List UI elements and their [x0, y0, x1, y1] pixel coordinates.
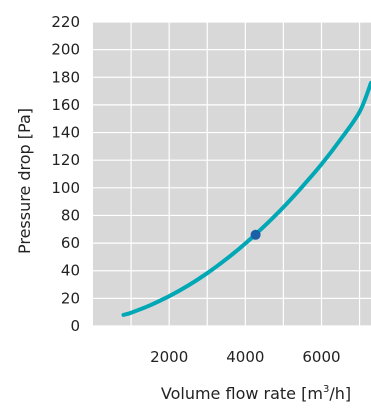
x-axis-label-main: Volume flow rate [m [161, 384, 323, 403]
operating-point-marker [251, 230, 261, 240]
y-axis-label: Pressure drop [Pa] [15, 108, 34, 254]
y-tick-label-9: 180 [51, 68, 80, 86]
y-tick-label-4: 80 [61, 206, 80, 224]
y-tick-label-8: 160 [51, 96, 80, 114]
y-tick-label-3: 60 [61, 234, 80, 252]
y-tick-labels: 0 20 40 60 80 100 120 140 160 180 200 220 [51, 13, 80, 335]
x-tick-labels: 2000 4000 6000 [150, 348, 341, 366]
y-tick-label-6: 120 [51, 151, 80, 169]
plot-background [93, 22, 371, 326]
x-axis-label: Volume flow rate [m3/h] [161, 384, 351, 403]
x-tick-label-1: 4000 [226, 348, 264, 366]
x-tick-label-0: 2000 [150, 348, 188, 366]
y-tick-label-5: 100 [51, 179, 80, 197]
y-tick-label-1: 20 [61, 289, 80, 307]
y-tick-label-7: 140 [51, 124, 80, 142]
y-tick-label-2: 40 [61, 262, 80, 280]
y-tick-label-11: 220 [51, 13, 80, 31]
marker-layer [251, 230, 261, 240]
x-tick-label-2: 6000 [302, 348, 340, 366]
y-tick-label-10: 200 [51, 41, 80, 59]
y-tick-label-0: 0 [70, 317, 80, 335]
x-axis-label-suffix: /h] [329, 384, 351, 403]
